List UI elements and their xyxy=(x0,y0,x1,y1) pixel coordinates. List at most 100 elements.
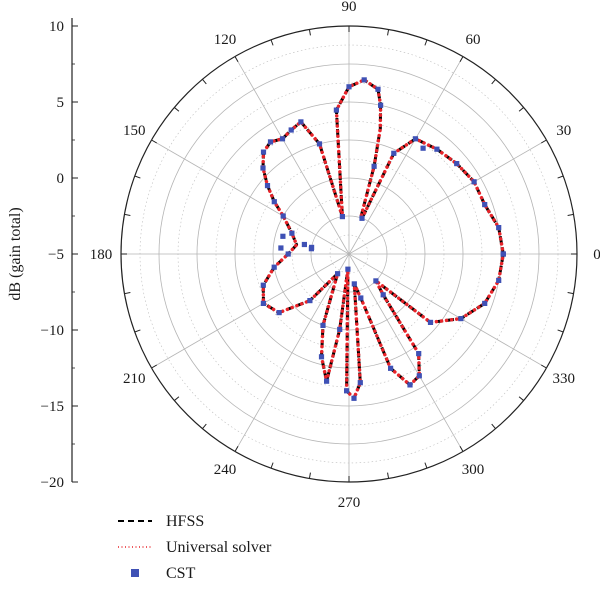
series-universal-solver-line xyxy=(261,77,506,402)
radial-tick-label: −5 xyxy=(48,247,64,263)
legend: HFSS Universal solver CST xyxy=(118,513,272,582)
angle-tick xyxy=(270,462,274,469)
series-cst-point xyxy=(351,281,357,287)
series-cst-point xyxy=(358,295,364,301)
angle-tick xyxy=(151,139,157,144)
angle-tick-label: 300 xyxy=(462,462,485,478)
angle-tick xyxy=(557,175,564,179)
series-cst-point xyxy=(371,163,377,169)
series-cst-point xyxy=(434,146,440,152)
series-cst-point xyxy=(454,161,460,167)
series-cst-point xyxy=(471,179,477,185)
series-cst-point xyxy=(278,245,284,251)
series-cst-point xyxy=(357,380,363,386)
series-cst-point xyxy=(388,365,394,371)
angle-tick-label: 150 xyxy=(123,123,146,139)
angle-tick xyxy=(541,139,547,144)
series-cst-point xyxy=(351,395,357,401)
series-cst-point xyxy=(285,251,291,257)
series-cst-point xyxy=(407,382,413,388)
angle-tick xyxy=(134,175,141,179)
series-cst-point xyxy=(324,378,330,384)
angle-tick xyxy=(270,39,274,46)
radial-axis: 10 5 0 −5 −10 −15 −20 xyxy=(41,18,78,491)
angle-tick-label: 240 xyxy=(214,462,237,478)
series-cst-point xyxy=(427,319,434,325)
radial-tick-label: −10 xyxy=(41,323,64,339)
series-cst-point xyxy=(280,233,286,239)
series-cst-point xyxy=(344,388,350,394)
radial-tick-label: −20 xyxy=(41,475,64,491)
legend-cst-swatch xyxy=(131,569,139,577)
angle-labels: 0 30 60 90 120 150 180 210 240 270 300 330 xyxy=(90,0,600,511)
series-cst-point xyxy=(260,149,267,155)
series-cst-point xyxy=(308,246,314,252)
angle-tick xyxy=(124,213,131,216)
series-cst-point xyxy=(264,183,271,189)
series-cst-point xyxy=(416,373,422,379)
grid-spoke xyxy=(234,253,350,452)
legend-label: HFSS xyxy=(166,513,204,530)
angle-tick-label: 0 xyxy=(593,247,600,263)
legend-label: CST xyxy=(166,565,196,582)
grid-spoke xyxy=(234,56,350,255)
angle-tick xyxy=(202,79,207,85)
series-cst-point xyxy=(301,241,307,248)
series-cst-point xyxy=(318,354,325,360)
angle-tick-label: 60 xyxy=(466,32,481,48)
series-cst-point xyxy=(267,139,274,145)
angle-tick xyxy=(202,423,207,429)
series-cst-point xyxy=(482,202,488,208)
angle-tick-label: 330 xyxy=(553,371,576,387)
angle-tick xyxy=(459,56,464,62)
angle-tick xyxy=(151,364,157,369)
series-cst-point xyxy=(307,298,313,304)
radial-tick-label: 10 xyxy=(49,19,64,35)
angle-tick xyxy=(541,364,547,369)
y-axis-title: dB (gain total) xyxy=(7,207,24,300)
angle-tick xyxy=(234,56,239,62)
series-cst-point xyxy=(346,84,352,90)
series-cst-point xyxy=(333,107,339,113)
grid-spoke xyxy=(348,56,464,255)
angle-tick-label: 270 xyxy=(338,495,361,511)
angle-tick xyxy=(567,292,574,295)
angle-tick xyxy=(174,396,180,401)
angle-tick xyxy=(308,29,311,36)
series-cst-point xyxy=(345,266,351,272)
series-cst-point xyxy=(378,102,384,108)
angle-tick xyxy=(234,446,239,452)
series-cst-point xyxy=(260,165,266,171)
series-cst-point xyxy=(496,277,502,283)
angle-tick-label: 120 xyxy=(214,32,237,48)
series-cst-point xyxy=(316,141,323,147)
series-cst-point xyxy=(337,326,343,332)
angle-tick xyxy=(308,472,311,479)
series-cst-point xyxy=(320,322,326,328)
series-layer xyxy=(260,77,506,402)
series-cst-point xyxy=(335,271,341,277)
radial-tick-label: 5 xyxy=(57,95,65,111)
grid-spoke xyxy=(348,139,547,255)
angle-tick xyxy=(567,213,574,216)
series-cst-point xyxy=(280,213,286,219)
angle-tick xyxy=(387,472,390,479)
series-cst-point xyxy=(288,127,294,133)
series-cst-point xyxy=(482,300,488,306)
angle-tick-label: 210 xyxy=(123,371,146,387)
angle-tick-label: 90 xyxy=(342,0,357,15)
angle-tick xyxy=(124,292,131,295)
angle-tick-label: 30 xyxy=(556,123,571,139)
angle-tick xyxy=(424,462,428,469)
polar-grid xyxy=(120,25,578,483)
series-cst-point xyxy=(380,292,386,298)
angle-tick xyxy=(174,107,180,112)
series-cst-point xyxy=(375,86,381,92)
series-cst-point xyxy=(271,264,277,270)
series-cst-point xyxy=(339,214,345,220)
angle-tick xyxy=(557,329,564,333)
radial-tick-label: 0 xyxy=(57,171,65,187)
angle-tick xyxy=(491,423,496,429)
angle-tick xyxy=(459,446,464,452)
